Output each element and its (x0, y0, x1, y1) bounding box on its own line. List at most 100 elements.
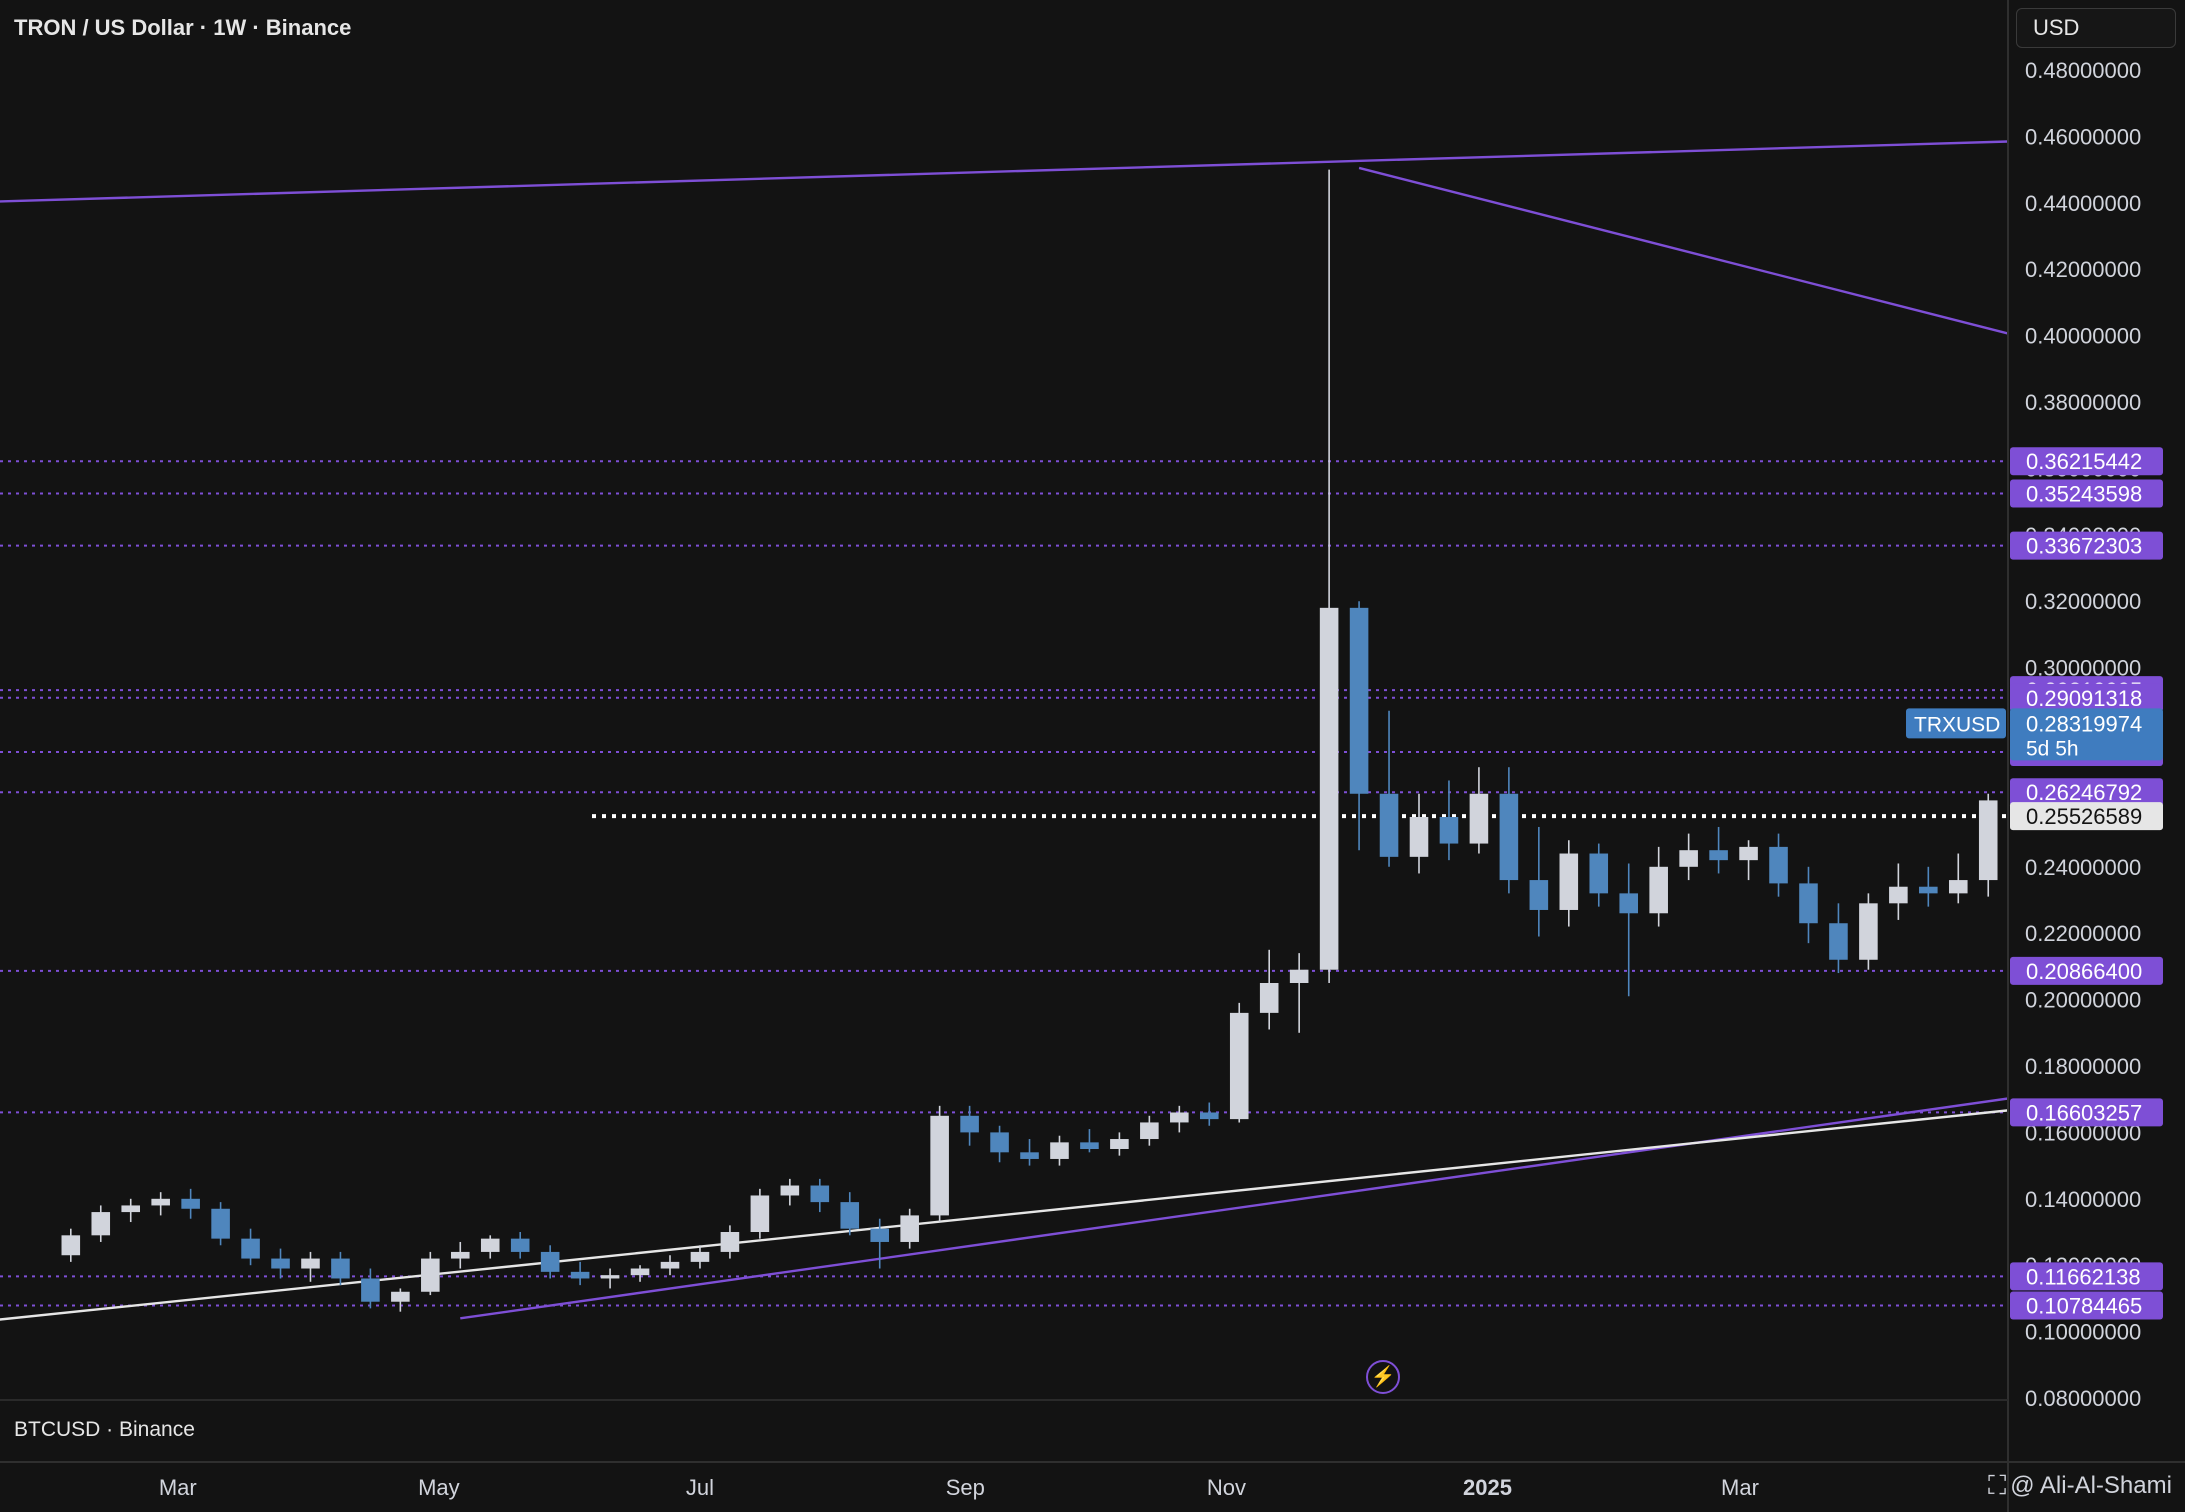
candle-body (1709, 850, 1728, 861)
y-tick-label: 0.22000000 (2025, 921, 2141, 946)
candle-body (780, 1185, 800, 1196)
candle-body (91, 1212, 111, 1236)
currency-selector[interactable]: USD (2016, 8, 2176, 48)
symbol-tag-box (1906, 708, 2006, 739)
price-level-label-box (2010, 479, 2163, 508)
candle-body (990, 1132, 1009, 1153)
candle-body (211, 1208, 230, 1239)
x-tick-label: May (418, 1475, 460, 1500)
candle-body (900, 1215, 919, 1242)
candle-body (181, 1198, 200, 1209)
candle-body (480, 1238, 500, 1252)
price-level-label: 0.35243598 (2026, 482, 2142, 507)
candle-body (600, 1275, 620, 1279)
candle-body (930, 1115, 949, 1216)
candle-body (690, 1251, 710, 1262)
price-level-label-box (2010, 683, 2163, 712)
watermark-text: @ Ali-Al-Shami (2010, 1472, 2172, 1499)
candle-body (720, 1232, 740, 1252)
price-level-label-box (2010, 531, 2163, 560)
plot-area (0, 140, 2008, 1321)
current-price-box (2010, 708, 2163, 761)
candle-body (1229, 1012, 1249, 1120)
candle-body (1469, 793, 1489, 844)
price-level-label-box (2010, 956, 2163, 985)
candle-body (1349, 607, 1369, 794)
y-tick-label: 0.08000000 (2025, 1386, 2141, 1411)
y-tick-label: 0.46000000 (2025, 124, 2141, 149)
candle-body (1739, 846, 1758, 861)
price-level-label-box (2010, 447, 2163, 476)
candle-body (450, 1251, 470, 1259)
y-tick-label: 0.44000000 (2025, 191, 2141, 216)
x-tick-label: Mar (159, 1475, 197, 1500)
candle-body (151, 1198, 170, 1206)
candle-body (1170, 1112, 1189, 1123)
candle-body (1799, 883, 1818, 924)
y-tick-label: 0.18000000 (2025, 1054, 2141, 1079)
y-tick-label: 0.32000000 (2025, 589, 2141, 614)
key-level-label-box (2010, 802, 2163, 831)
price-level-label: 0.10784465 (2026, 1294, 2142, 1319)
candle-body (1259, 983, 1279, 1013)
trendline (1358, 166, 2008, 335)
candle-body (1110, 1139, 1129, 1149)
candle-body (510, 1238, 530, 1252)
price-level-label-box (2010, 778, 2163, 807)
x-tick-label: Sep (946, 1475, 985, 1500)
candle-body (1379, 793, 1399, 857)
y-tick-label: 0.38000000 (2025, 390, 2141, 415)
x-tick-label: Nov (1207, 1475, 1246, 1500)
price-level-label: 0.26246792 (2026, 780, 2142, 805)
candle-body (660, 1261, 680, 1269)
candle-body (1649, 866, 1668, 914)
candle-body (1020, 1152, 1039, 1159)
candle-body (1289, 969, 1309, 983)
candle-body (1619, 893, 1639, 914)
trendline (0, 140, 2008, 203)
countdown-label: 5d 5h (2026, 737, 2079, 760)
candle-body (750, 1195, 770, 1232)
candle-body (1559, 853, 1579, 910)
price-level-label: 0.16603257 (2026, 1100, 2142, 1125)
x-tick-label: 2025 (1463, 1475, 1512, 1500)
candle-body (61, 1235, 81, 1256)
candle-body (1679, 850, 1698, 867)
y-tick-label: 0.20000000 (2025, 988, 2141, 1013)
candle-body (391, 1291, 410, 1302)
candle-body (1919, 886, 1938, 894)
price-level-label-box (2010, 1098, 2163, 1127)
y-tick-label: 0.48000000 (2025, 58, 2141, 83)
candle-body (421, 1258, 440, 1292)
trendline (460, 1097, 2008, 1320)
y-tick-label: 0.42000000 (2025, 257, 2141, 282)
price-level-label-box (2010, 1262, 2163, 1291)
candle-body (1319, 607, 1339, 970)
candle-body (1889, 886, 1908, 904)
symbol-tag-label: TRXUSD (1914, 713, 2000, 736)
price-level-label: 0.11662138 (2026, 1264, 2141, 1289)
candle-body (271, 1258, 290, 1269)
candle-body (1409, 817, 1429, 857)
candle-body (810, 1185, 830, 1203)
candle-body (840, 1202, 860, 1229)
network-icon: ⛶ (1988, 1470, 2007, 1500)
lightning-icon[interactable]: ⚡ (1366, 1360, 1400, 1394)
candle-body (1050, 1142, 1069, 1159)
key-level-label: 0.25526589 (2026, 804, 2142, 829)
candle-body (121, 1205, 141, 1213)
candle-body (1859, 903, 1878, 960)
candle-body (1978, 800, 1998, 881)
y-tick-label: 0.10000000 (2025, 1320, 2141, 1345)
candle-body (331, 1258, 350, 1279)
candle-body (1080, 1142, 1099, 1149)
candle-body (1769, 846, 1788, 884)
watermark: ⛶ @ Ali-Al-Shami (1988, 1470, 2172, 1502)
candle-body (301, 1258, 320, 1269)
candle-body (630, 1268, 650, 1276)
candle-body (570, 1271, 590, 1279)
price-level-label: 0.33672303 (2026, 534, 2142, 559)
trendline (0, 1109, 2008, 1321)
